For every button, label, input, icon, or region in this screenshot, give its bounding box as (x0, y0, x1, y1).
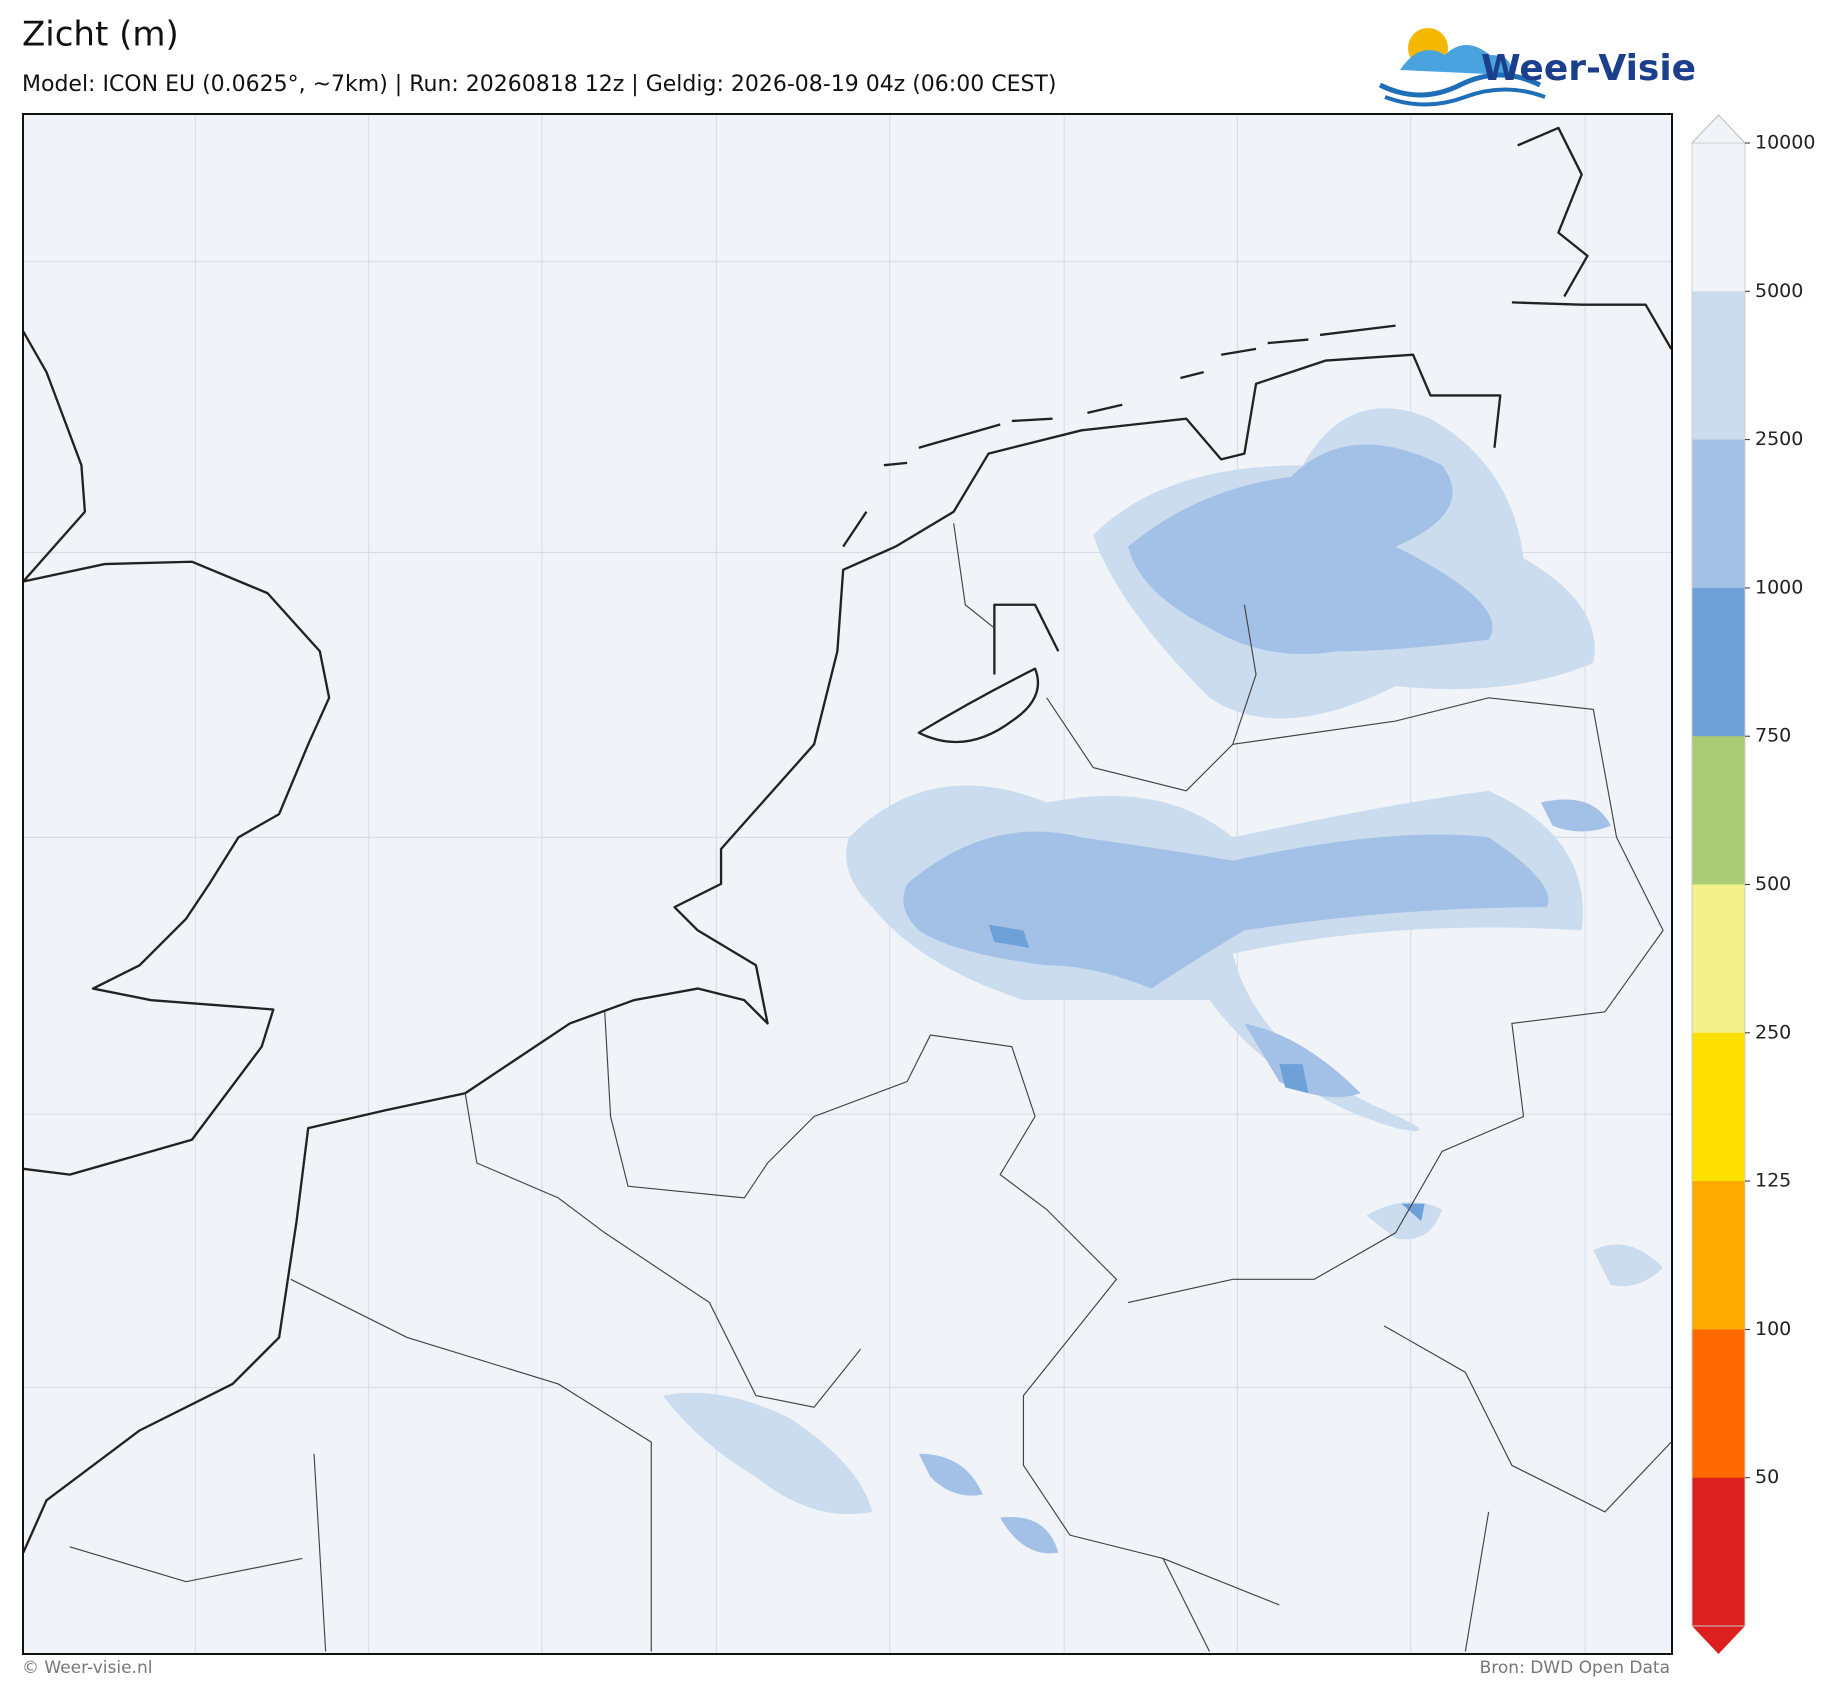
colorbar-label: 750 (1755, 725, 1791, 747)
colorbar: 10000 5000 2500 1000 750 500 250 125 100 50 (1690, 114, 1815, 1654)
colorbar-label: 5000 (1755, 280, 1803, 302)
colorbar-band (1692, 587, 1745, 737)
map-frame (22, 113, 1673, 1655)
colorbar-label: 50 (1755, 1466, 1779, 1488)
logo-text: Weer-Visie (1481, 48, 1696, 89)
colorbar-label: 2500 (1755, 428, 1803, 450)
colorbar-band (1692, 143, 1745, 292)
colorbar-label: 10000 (1755, 132, 1815, 154)
colorbar-extend-bottom (1692, 1626, 1745, 1654)
colorbar-extend-top (1690, 114, 1747, 144)
copyright: © Weer-visie.nl (22, 1658, 152, 1678)
colorbar-band (1692, 884, 1745, 1034)
colorbar-band (1692, 1181, 1745, 1330)
title: Zicht (m) (22, 15, 179, 55)
colorbar-label: 100 (1755, 1318, 1791, 1340)
colorbar-band (1692, 1032, 1745, 1182)
colorbar-label: 125 (1755, 1170, 1791, 1192)
subtitle: Model: ICON EU (0.0625°, ~7km) | Run: 20… (22, 72, 1056, 97)
map (23, 114, 1672, 1654)
colorbar-label: 500 (1755, 873, 1791, 895)
logo: Weer-Visie (1378, 28, 1696, 107)
colorbar-band (1692, 736, 1745, 885)
colorbar-label: 250 (1755, 1021, 1791, 1043)
source: Bron: DWD Open Data (1480, 1658, 1670, 1678)
colorbar-band (1692, 1329, 1745, 1479)
coastlines (23, 126, 1672, 1554)
colorbar-band (1692, 291, 1745, 441)
borders (69, 523, 1672, 1652)
colorbar-label: 1000 (1755, 576, 1803, 598)
colorbar-band (1692, 1477, 1745, 1627)
fog-areas (662, 408, 1664, 1554)
colorbar-band (1692, 439, 1745, 589)
